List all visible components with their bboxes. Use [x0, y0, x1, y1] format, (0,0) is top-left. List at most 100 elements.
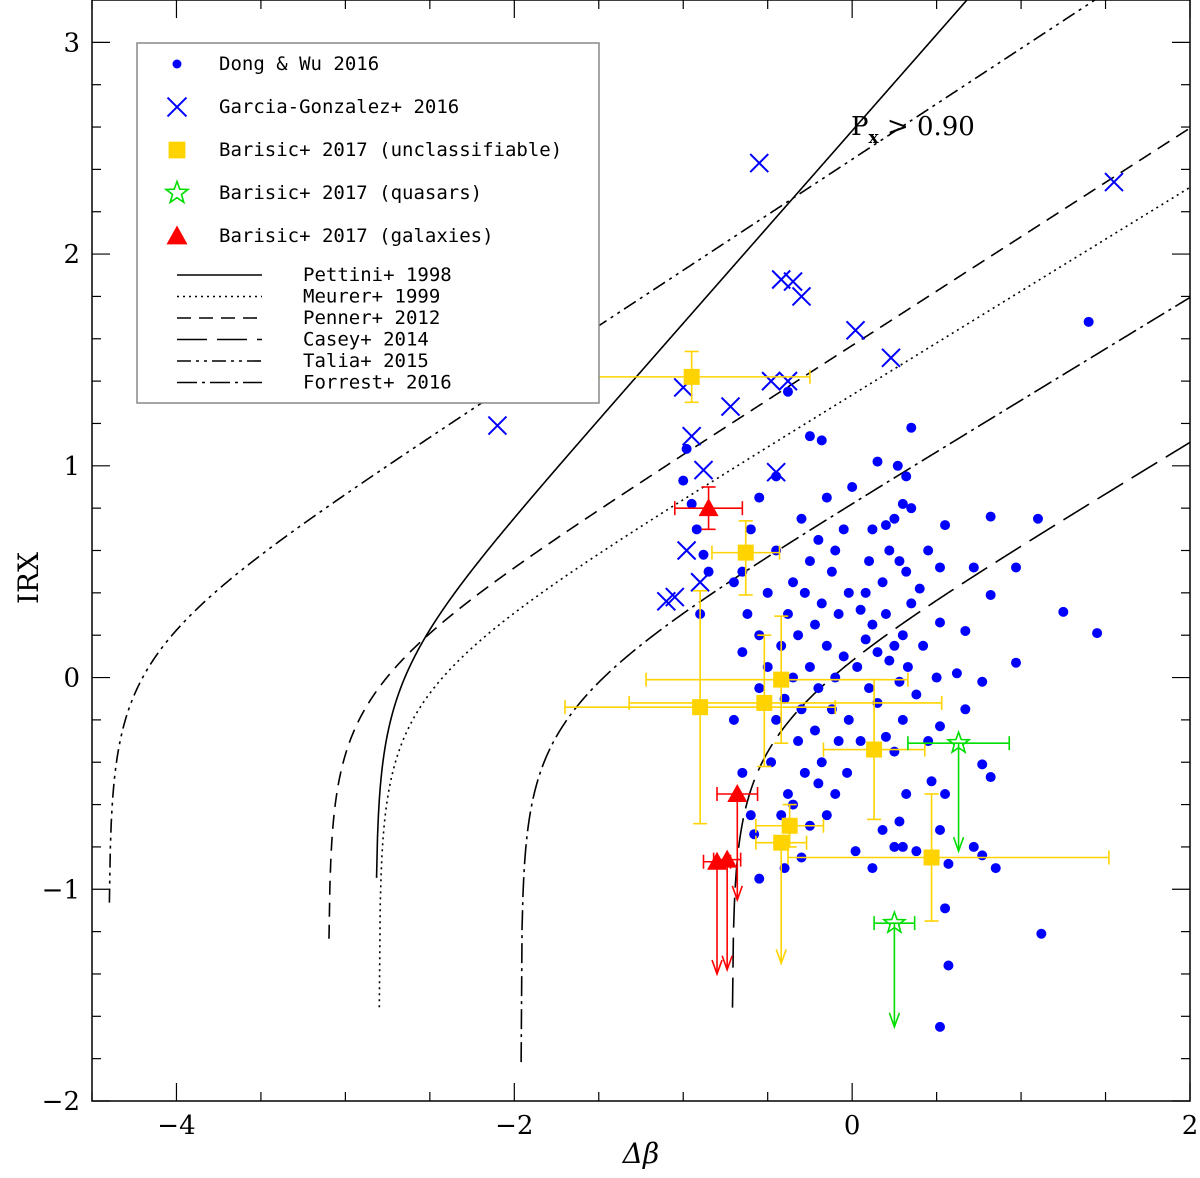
- series-square: [564, 350, 1110, 966]
- x-tick-label: −2: [495, 1111, 533, 1141]
- dot-marker: [985, 511, 996, 522]
- dot-marker: [813, 534, 824, 545]
- cross-marker: [676, 540, 697, 561]
- dot-marker: [968, 562, 979, 573]
- dot-marker: [934, 721, 945, 732]
- dot-marker: [804, 431, 815, 442]
- dot-marker: [977, 676, 988, 687]
- square-marker: [683, 368, 700, 385]
- dot-marker: [681, 443, 692, 454]
- dot-marker: [931, 672, 942, 683]
- dot-marker: [754, 683, 765, 694]
- cross-marker: [778, 371, 798, 391]
- x-tick-label: −4: [157, 1111, 195, 1141]
- annotation-rest: > 0.90: [879, 112, 975, 142]
- cross-marker: [761, 371, 781, 391]
- dot-marker: [943, 858, 954, 869]
- cross-marker: [487, 415, 508, 436]
- dot-marker: [826, 566, 837, 577]
- dot-marker: [796, 513, 807, 524]
- legend-label: Dong & Wu 2016: [219, 53, 379, 75]
- dot-marker: [906, 598, 917, 609]
- dot-marker: [821, 640, 832, 651]
- dot-marker: [762, 661, 773, 672]
- dot-marker: [776, 810, 787, 821]
- dot-marker: [847, 481, 858, 492]
- dot-marker: [877, 824, 888, 835]
- dot-marker: [830, 672, 841, 683]
- model-curves: [108, 0, 1190, 1063]
- dot-marker: [855, 604, 866, 615]
- legend-label: Casey+ 2014: [303, 329, 429, 351]
- square-marker: [773, 834, 790, 851]
- cross-marker: [166, 96, 188, 118]
- square-marker: [168, 141, 186, 159]
- dot-marker: [911, 689, 922, 700]
- dot-marker: [737, 566, 748, 577]
- dot-marker: [901, 566, 912, 577]
- legend-label: Meurer+ 1999: [303, 286, 440, 308]
- dot-marker: [749, 829, 760, 840]
- legend-label: Barisic+ 2017 (quasars): [219, 182, 482, 204]
- dot-marker: [911, 846, 922, 857]
- square-marker: [923, 849, 940, 866]
- dot-marker: [926, 776, 937, 787]
- dot-marker: [698, 549, 709, 560]
- arrow-head: [711, 959, 723, 977]
- dot-marker: [686, 498, 697, 509]
- cross-marker: [771, 269, 791, 290]
- dot-marker: [860, 587, 871, 598]
- dot-marker: [782, 788, 793, 799]
- curve-meurer-1999: [378, 186, 1190, 1008]
- y-tick-label: 1: [63, 452, 80, 482]
- dot-marker: [737, 647, 748, 658]
- dot-marker: [914, 583, 925, 594]
- dot-marker: [1036, 928, 1047, 939]
- y-tick-label: −2: [42, 1087, 80, 1117]
- dot-marker: [830, 788, 841, 799]
- dot-marker: [872, 647, 883, 658]
- dot-marker: [762, 587, 773, 598]
- dot-marker: [754, 492, 765, 503]
- dot-marker: [172, 59, 182, 69]
- dot-marker: [779, 693, 790, 704]
- dot-marker: [880, 520, 891, 531]
- dot-marker: [977, 850, 988, 861]
- dot-marker: [821, 492, 832, 503]
- arrow-head: [888, 1012, 901, 1030]
- dot-marker: [934, 824, 945, 835]
- dot-marker: [906, 422, 917, 433]
- square-marker: [756, 694, 773, 711]
- legend: Dong & Wu 2016 Garcia-Gonzalez+ 2016 Baris…: [136, 42, 600, 404]
- square-marker: [773, 671, 790, 688]
- dot-marker: [838, 524, 849, 535]
- dot-marker: [821, 810, 832, 821]
- dot-marker: [799, 767, 810, 778]
- dot-marker: [940, 520, 951, 531]
- triangle-marker: [727, 783, 748, 802]
- curve-penner-2012: [328, 127, 1190, 939]
- cross-marker: [791, 286, 812, 307]
- dot-marker: [737, 767, 748, 778]
- dot-marker: [742, 609, 753, 620]
- dot-marker: [799, 587, 810, 598]
- dot-marker: [880, 609, 891, 620]
- dot-marker: [934, 617, 945, 628]
- dot-marker: [897, 841, 908, 852]
- x-tick-label: 2: [1182, 1111, 1199, 1141]
- dot-marker: [703, 566, 714, 577]
- dot-marker: [951, 668, 962, 679]
- x-tick-label: 0: [844, 1111, 861, 1141]
- dot-marker: [809, 725, 820, 736]
- series-cross: [487, 153, 1124, 612]
- square-marker: [692, 699, 709, 716]
- dot-marker: [968, 841, 979, 852]
- legend-label: Barisic+ 2017 (galaxies): [219, 225, 494, 247]
- dot-marker: [788, 577, 799, 588]
- triangle-marker: [166, 225, 188, 245]
- dot-marker: [872, 456, 883, 467]
- dot-marker: [889, 513, 900, 524]
- dot-marker: [830, 545, 841, 556]
- dot-marker: [985, 772, 996, 783]
- cross-marker: [720, 396, 741, 417]
